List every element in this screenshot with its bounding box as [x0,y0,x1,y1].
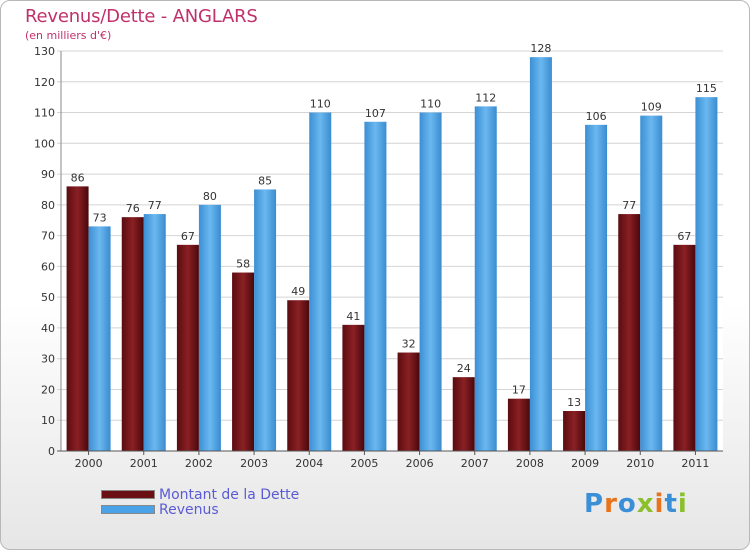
logo-letter: i [654,489,665,519]
data-label-dette: 17 [512,384,526,397]
bar-dette [232,272,255,451]
data-label-revenus: 110 [420,98,441,111]
x-tick-label: 2007 [461,457,489,470]
y-tick-label: 50 [41,291,55,304]
data-label-revenus: 80 [203,190,217,203]
bar-dette [507,398,530,451]
x-tick-label: 2008 [516,457,544,470]
data-label-revenus: 107 [365,107,386,120]
data-label-dette: 58 [236,258,250,271]
y-tick-label: 130 [34,45,55,58]
bar-dette [66,186,89,451]
data-label-revenus: 110 [310,98,331,111]
data-label-revenus: 115 [696,82,717,95]
y-tick-label: 100 [34,137,55,150]
x-tick-label: 2010 [626,457,654,470]
bar-dette [452,377,475,451]
y-tick-label: 10 [41,414,55,427]
data-label-revenus: 112 [475,91,496,104]
bar-dette [397,352,420,451]
y-tick-label: 20 [41,383,55,396]
plot-area [61,51,723,451]
x-tick-label: 2001 [130,457,158,470]
x-tick-label: 2003 [240,457,268,470]
data-label-dette: 32 [402,338,416,351]
bar-revenus [254,189,277,451]
x-tick-label: 2002 [185,457,213,470]
legend-swatch-dette [101,490,155,499]
y-tick-label: 90 [41,168,55,181]
logo-letter: o [617,489,637,519]
bar-revenus [474,106,497,451]
logo-letter: x [636,489,655,519]
data-label-dette: 67 [181,230,195,243]
chart-legend: Montant de la Dette Revenus [101,486,300,518]
bar-revenus [529,57,552,452]
data-label-dette: 41 [346,310,360,323]
x-tick-label: 2005 [350,457,378,470]
legend-label-revenus: Revenus [159,501,219,518]
data-label-revenus: 77 [148,199,162,212]
bar-dette [618,214,641,451]
bar-dette [287,300,310,451]
chart-title: Revenus/Dette - ANGLARS [25,6,258,27]
bar-dette [342,324,365,451]
bar-revenus [364,121,387,452]
y-tick-label: 60 [41,260,55,273]
x-tick-label: 2004 [295,457,323,470]
y-tick-label: 70 [41,230,55,243]
proxiti-logo: Proxiti [584,489,688,519]
x-tick-label: 2006 [406,457,434,470]
bar-revenus [640,115,663,451]
data-label-revenus: 128 [530,42,551,55]
y-tick-label: 40 [41,322,55,335]
chart-subtitle: (en milliers d'€) [25,29,112,42]
y-tick-label: 110 [34,107,55,120]
bar-revenus [419,112,442,452]
data-label-dette: 76 [126,202,140,215]
x-tick-label: 2011 [681,457,709,470]
logo-letter: t [664,489,678,519]
bar-dette [176,244,199,451]
bar-dette [563,411,586,451]
legend-label-dette: Montant de la Dette [159,486,300,503]
bar-revenus [695,97,718,452]
data-label-revenus: 106 [586,110,607,123]
y-tick-label: 0 [48,445,55,458]
bar-revenus [143,214,166,451]
bar-dette [673,244,696,451]
legend-item-revenus: Revenus [101,501,299,518]
y-tick-label: 120 [34,76,55,89]
logo-letter: i [677,489,688,519]
logo-letter: r [604,489,618,519]
x-tick-label: 2000 [75,457,103,470]
data-label-revenus: 109 [641,101,662,114]
data-label-revenus: 73 [93,211,107,224]
data-label-dette: 49 [291,285,305,298]
bar-revenus [309,112,332,452]
legend-item-dette: Montant de la Dette [101,486,300,503]
data-label-dette: 67 [677,230,691,243]
logo-letter: P [584,489,605,519]
data-label-dette: 13 [567,396,581,409]
y-tick-label: 30 [41,353,55,366]
data-label-dette: 86 [71,171,85,184]
data-label-dette: 24 [457,362,471,375]
bar-revenus [88,226,111,451]
bar-revenus [198,204,221,451]
data-label-dette: 77 [622,199,636,212]
legend-swatch-revenus [101,505,155,514]
data-label-revenus: 85 [258,174,272,187]
bar-dette [121,217,144,451]
y-tick-label: 80 [41,199,55,212]
x-tick-label: 2009 [571,457,599,470]
bar-revenus [585,124,608,451]
